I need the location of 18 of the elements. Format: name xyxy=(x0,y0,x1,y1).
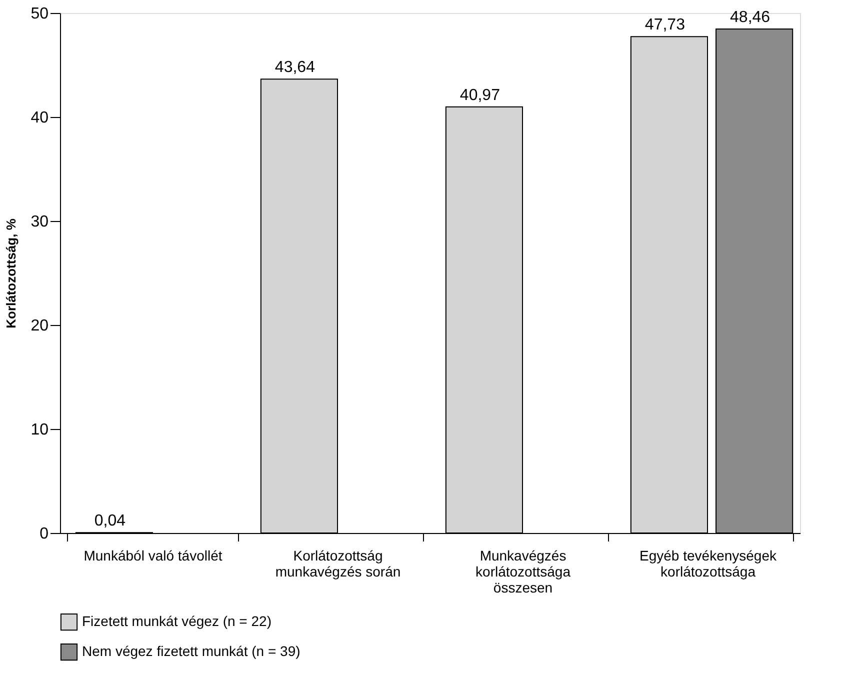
data-label: 0,04 xyxy=(94,512,126,530)
x-tick-label: Korlátozottság munkavégzés során xyxy=(275,548,401,580)
y-tick-label: 50 xyxy=(30,6,49,22)
x-tick-label: Munkából való távollét xyxy=(84,548,222,564)
x-tick-label: Egyéb tevékenységek korlátozottsága xyxy=(640,548,778,580)
y-tick-label: 10 xyxy=(30,422,49,438)
y-tick-label: 40 xyxy=(30,110,49,126)
data-label: 47,73 xyxy=(644,16,686,34)
y-tick-label: 20 xyxy=(30,318,49,334)
legend-label: Fizetett munkát végez (n = 22) xyxy=(82,613,272,629)
data-label: 40,97 xyxy=(460,86,500,104)
legend-label: Nem végez fizetett munkát (n = 39) xyxy=(82,643,300,659)
y-axis-title: Korlátozottság, % xyxy=(4,218,19,328)
y-tick-label: 0 xyxy=(40,526,49,542)
x-tick-label: Munkavégzés korlátozottsága összesen xyxy=(476,548,571,596)
data-label: 43,64 xyxy=(274,59,316,76)
y-tick-label: 30 xyxy=(30,214,49,230)
data-label: 48,46 xyxy=(730,9,770,26)
